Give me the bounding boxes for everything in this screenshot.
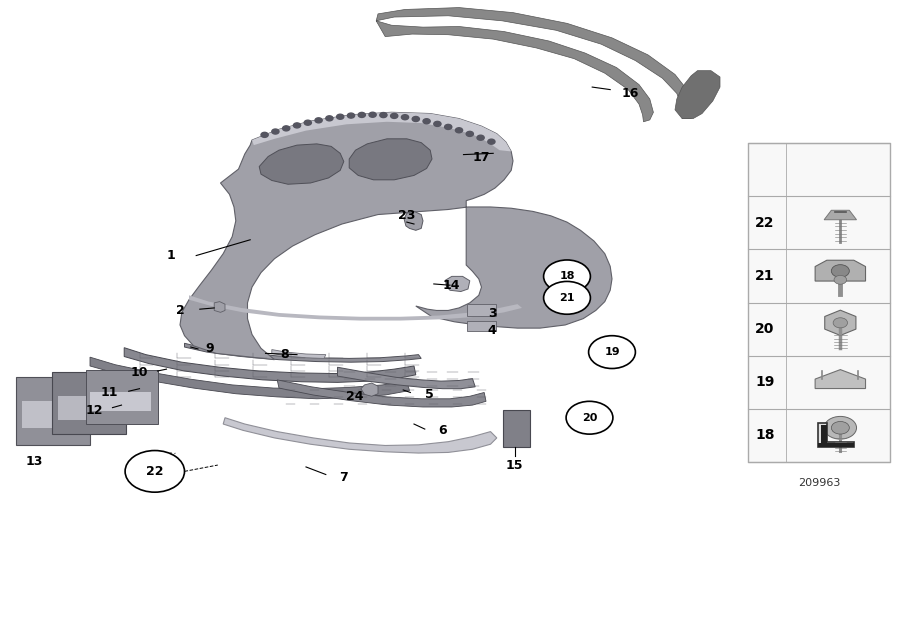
Polygon shape	[376, 8, 693, 122]
Circle shape	[544, 260, 590, 293]
Circle shape	[445, 124, 452, 129]
Text: 10: 10	[130, 367, 148, 379]
Circle shape	[466, 131, 473, 136]
Circle shape	[488, 139, 495, 144]
Text: 14: 14	[443, 279, 461, 292]
Polygon shape	[361, 383, 378, 396]
Circle shape	[423, 119, 430, 124]
Circle shape	[347, 113, 355, 118]
Circle shape	[412, 117, 419, 122]
Text: 1: 1	[166, 249, 176, 262]
Text: 20: 20	[755, 322, 775, 336]
Text: 3: 3	[488, 307, 497, 320]
Circle shape	[358, 112, 365, 117]
Circle shape	[832, 264, 850, 277]
Polygon shape	[214, 302, 225, 312]
Circle shape	[380, 112, 387, 117]
Polygon shape	[474, 149, 506, 158]
Polygon shape	[184, 343, 421, 362]
FancyBboxPatch shape	[16, 377, 90, 445]
Text: 19: 19	[755, 375, 775, 389]
Polygon shape	[223, 418, 497, 453]
Text: 18: 18	[755, 428, 775, 442]
Text: 18: 18	[559, 271, 575, 281]
Text: 19: 19	[604, 347, 620, 357]
FancyBboxPatch shape	[86, 370, 158, 424]
Text: 23: 23	[398, 209, 416, 222]
Polygon shape	[272, 350, 326, 358]
Polygon shape	[815, 260, 866, 281]
Text: 21: 21	[755, 269, 775, 283]
Circle shape	[401, 115, 409, 120]
Circle shape	[434, 121, 441, 126]
Circle shape	[304, 120, 311, 125]
Circle shape	[455, 127, 463, 133]
Text: 8: 8	[280, 348, 289, 361]
Polygon shape	[824, 310, 856, 336]
Text: 17: 17	[472, 151, 490, 163]
Polygon shape	[404, 211, 423, 230]
Circle shape	[589, 336, 635, 369]
FancyBboxPatch shape	[90, 392, 151, 411]
Polygon shape	[815, 370, 866, 389]
Circle shape	[566, 401, 613, 434]
Polygon shape	[338, 367, 475, 389]
Text: 2: 2	[176, 304, 184, 317]
Polygon shape	[818, 423, 854, 447]
Text: 209963: 209963	[797, 478, 841, 488]
Text: 12: 12	[86, 404, 104, 416]
Circle shape	[477, 135, 484, 140]
Text: 22: 22	[755, 216, 775, 230]
Polygon shape	[818, 425, 854, 447]
Polygon shape	[189, 295, 522, 321]
Circle shape	[369, 112, 376, 117]
Polygon shape	[349, 139, 432, 180]
Circle shape	[293, 123, 301, 128]
Text: 16: 16	[621, 87, 639, 100]
Polygon shape	[252, 112, 511, 151]
Circle shape	[337, 114, 344, 119]
Circle shape	[283, 126, 290, 131]
Text: 15: 15	[506, 459, 524, 471]
Text: 13: 13	[25, 456, 43, 468]
Polygon shape	[259, 144, 344, 184]
Circle shape	[125, 451, 184, 492]
Polygon shape	[124, 348, 416, 382]
Polygon shape	[446, 276, 470, 292]
Text: 11: 11	[101, 386, 119, 399]
Text: 22: 22	[146, 465, 164, 478]
Text: 4: 4	[488, 324, 497, 336]
Circle shape	[824, 416, 857, 439]
FancyBboxPatch shape	[748, 143, 890, 462]
Polygon shape	[824, 210, 857, 220]
Circle shape	[326, 116, 333, 121]
Circle shape	[315, 118, 322, 123]
Text: 21: 21	[559, 293, 575, 303]
Text: 6: 6	[438, 424, 447, 437]
Text: 5: 5	[425, 388, 434, 401]
Text: 20: 20	[581, 413, 598, 423]
FancyBboxPatch shape	[467, 304, 496, 316]
FancyBboxPatch shape	[503, 410, 530, 447]
FancyBboxPatch shape	[58, 396, 122, 420]
Circle shape	[391, 114, 398, 119]
Polygon shape	[675, 71, 720, 119]
Circle shape	[832, 422, 850, 434]
Polygon shape	[180, 112, 612, 360]
Circle shape	[272, 129, 279, 134]
Polygon shape	[90, 357, 410, 399]
FancyBboxPatch shape	[52, 372, 126, 434]
Circle shape	[834, 275, 847, 284]
FancyBboxPatch shape	[22, 401, 86, 428]
Text: 7: 7	[339, 471, 348, 484]
Circle shape	[544, 281, 590, 314]
Text: 24: 24	[346, 390, 364, 403]
Text: 9: 9	[205, 342, 214, 355]
Circle shape	[833, 318, 848, 328]
Polygon shape	[277, 380, 486, 407]
Circle shape	[261, 133, 268, 138]
FancyBboxPatch shape	[467, 321, 496, 331]
